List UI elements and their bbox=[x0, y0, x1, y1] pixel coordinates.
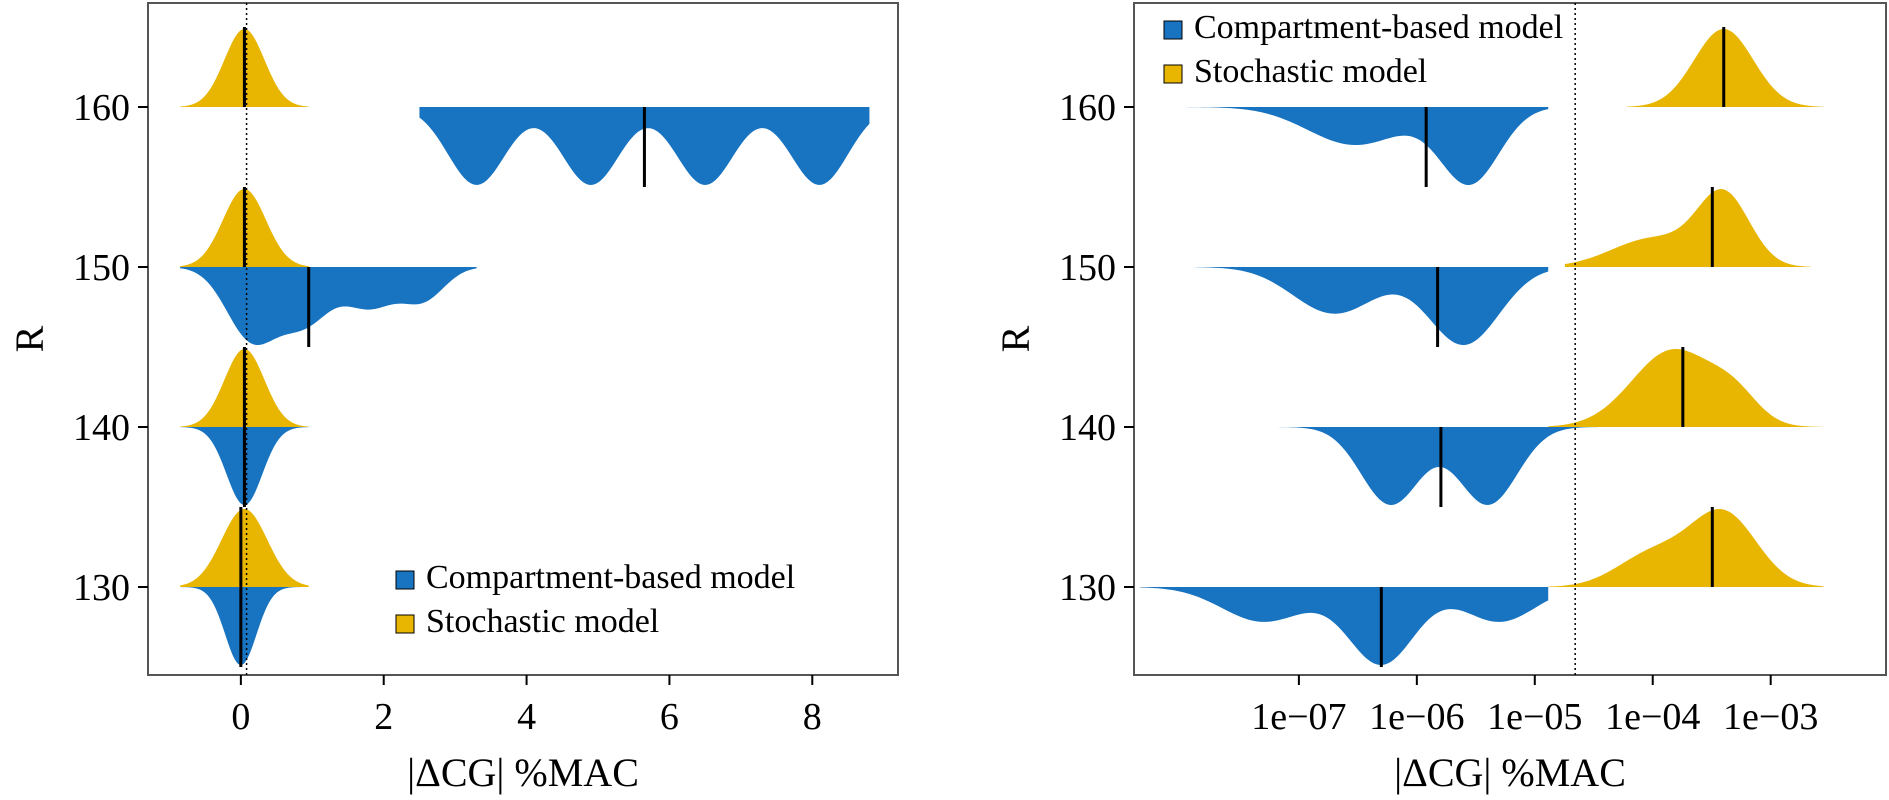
y-axis-label: R bbox=[7, 325, 52, 352]
x-tick-label: 1e−06 bbox=[1369, 696, 1464, 738]
y-tick-label: 140 bbox=[73, 407, 130, 449]
stochastic-violin-r140 bbox=[1548, 349, 1824, 427]
x-tick-label: 8 bbox=[803, 696, 822, 738]
y-tick-label: 160 bbox=[73, 87, 130, 129]
x-tick-label: 6 bbox=[660, 696, 679, 738]
x-tick-label: 1e−05 bbox=[1487, 696, 1582, 738]
y-axis-label: R bbox=[993, 325, 1038, 352]
stochastic-violin-r150 bbox=[1564, 189, 1812, 267]
x-axis-label: |ΔCG| %MAC bbox=[407, 750, 639, 795]
compartment-violin-r140 bbox=[1245, 427, 1599, 505]
y-tick-label: 150 bbox=[73, 247, 130, 289]
plot-frame bbox=[1133, 2, 1887, 676]
compartment-violin-r130 bbox=[180, 587, 309, 665]
legend-swatch bbox=[1163, 64, 1183, 84]
x-tick-label: 0 bbox=[231, 696, 250, 738]
compartment-violin-r160 bbox=[1154, 107, 1549, 185]
legend-swatch bbox=[395, 570, 415, 590]
legend-swatch bbox=[1163, 20, 1183, 40]
stochastic-violin-r130 bbox=[180, 509, 309, 587]
y-tick-label: 130 bbox=[1059, 567, 1116, 609]
x-tick-label: 1e−04 bbox=[1605, 696, 1700, 738]
stochastic-violin-r130 bbox=[1548, 509, 1824, 587]
legend-label: Compartment-based model bbox=[1194, 9, 1563, 46]
x-tick-label: 1e−03 bbox=[1723, 696, 1818, 738]
x-tick-label: 2 bbox=[374, 696, 393, 738]
x-axis-label: |ΔCG| %MAC bbox=[1394, 750, 1626, 795]
legend-swatch bbox=[395, 614, 415, 634]
compartment-violin-r150 bbox=[1194, 267, 1549, 345]
x-tick-label: 1e−07 bbox=[1251, 696, 1346, 738]
y-tick-label: 140 bbox=[1059, 407, 1116, 449]
y-tick-label: 150 bbox=[1059, 247, 1116, 289]
y-tick-label: 130 bbox=[73, 567, 130, 609]
compartment-violin-r130 bbox=[1140, 587, 1549, 665]
plot-frame bbox=[147, 2, 899, 676]
compartment-violin-r150 bbox=[180, 267, 477, 345]
compartment-violin-r160 bbox=[419, 107, 870, 185]
panel-1: 0 2 4 6 8 130 140 150 160 |ΔCG| %MAC R Compartment-… bbox=[7, 2, 899, 795]
legend-label: Stochastic model bbox=[1194, 53, 1427, 90]
x-tick-label: 4 bbox=[517, 696, 536, 738]
legend-label: Compartment-based model bbox=[426, 559, 795, 596]
y-tick-label: 160 bbox=[1059, 87, 1116, 129]
panel-2: 1e−07 1e−06 1e−05 1e−04 1e−03 130 140 150 160 |ΔC… bbox=[993, 2, 1887, 795]
legend-label: Stochastic model bbox=[426, 603, 659, 640]
